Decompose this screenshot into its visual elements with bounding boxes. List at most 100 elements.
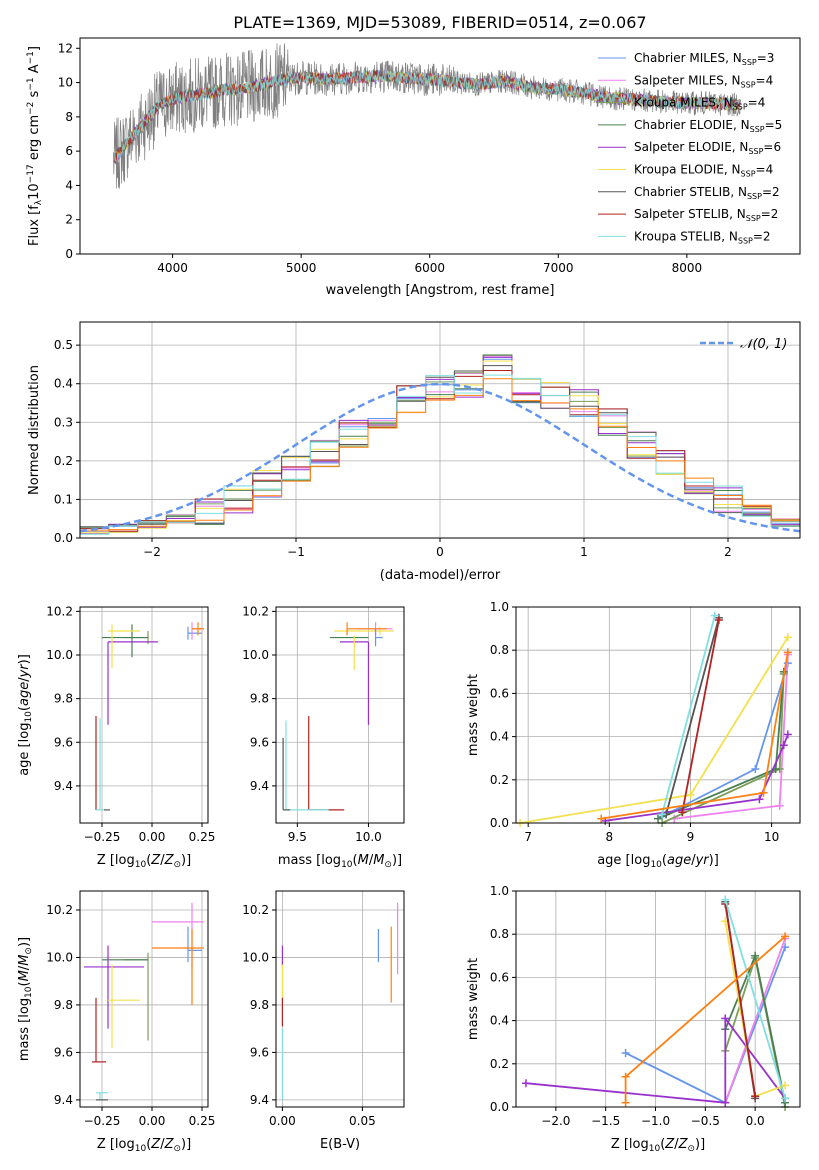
spectrum-xtick-label-4: 8000 <box>672 261 703 275</box>
age-vs-z-xtick-label-0: −0.25 <box>84 830 121 844</box>
spectrum-legend: Chabrier MILES, NSSP=3 Salpeter MILES, NS… <box>598 51 782 245</box>
residual-panel: −2 −1 0 1 2 0.0 0.1 0.2 0.3 0.4 0.5 (data-model)/e… <box>27 321 801 583</box>
massweight-vs-z-point-9-1 <box>621 1072 630 1081</box>
residual-histogram-9 <box>79 378 801 538</box>
age-vs-mass-errorbar-7 <box>308 716 345 811</box>
figure-title: PLATE=1369, MJD=53089, FIBERID=0514, z=0… <box>233 13 646 32</box>
residual-ytick-label-1: 0.1 <box>54 492 73 506</box>
age-vs-mass-xtick-label-1: 10.0 <box>355 830 382 844</box>
residual-xtick-label-2: 0 <box>436 545 444 559</box>
normal-distribution-curve <box>79 382 801 533</box>
spectrum-axes-frame <box>79 37 801 255</box>
residual-ytick-label-3: 0.3 <box>54 415 73 429</box>
spectrum-legend-label-4: Salpeter ELODIE, NSSP=6 <box>634 140 781 156</box>
residual-xtick-label-0: −2 <box>143 545 161 559</box>
age-vs-z-ylabel: age [log10(age/yr)] <box>17 654 34 776</box>
massweight-vs-z-axes-frame <box>515 890 801 1108</box>
mass-vs-z-panel: −0.25 0.00 0.25 9.4 9.6 9.8 10.0 10.2 Z [log10(… <box>17 890 216 1154</box>
massweight-vs-z-xtick-label-1: −1.5 <box>591 1114 620 1128</box>
massweight-vs-age-point-9-0 <box>597 814 606 823</box>
age-vs-z-ytick-label-0: 9.4 <box>54 779 73 793</box>
massweight-vs-age-point-4-3 <box>783 730 792 739</box>
age-vs-z-ytick-label-2: 9.8 <box>54 692 73 706</box>
massweight-vs-age-series-line-9 <box>601 652 789 820</box>
spectrum-ylabel-main: Flux [f <box>27 205 42 246</box>
mass-vs-z-axes-frame <box>79 890 209 1108</box>
massweight-vs-z-xtick-label-0: −2.0 <box>541 1114 570 1128</box>
massweight-vs-z-point-8-1 <box>781 1094 790 1103</box>
spectrum-panel: 4000 5000 6000 7000 8000 0 2 4 6 8 10 12 wavelength… <box>26 37 801 298</box>
massweight-vs-age-panel: 7 8 9 10 0.0 0.2 0.4 0.6 0.8 1.0 age [log10(age/y… <box>466 600 801 870</box>
massweight-vs-z-point-5-2 <box>781 1081 790 1090</box>
massweight-vs-age-point-7-0 <box>678 808 687 817</box>
mass-vs-z-errorbar-0 <box>124 952 149 1041</box>
massweight-vs-z-point-4-2 <box>721 1014 730 1023</box>
mass-vs-ebv-ytick-label-3: 10.0 <box>242 950 269 964</box>
massweight-vs-age-ytick-label-1: 0.2 <box>490 773 509 787</box>
spectrum-xtick-label-1: 5000 <box>286 261 317 275</box>
massweight-vs-age-series-line-8 <box>661 615 716 815</box>
spectrum-legend-label-3: Chabrier ELODIE, NSSP=5 <box>634 118 782 134</box>
age-vs-mass-ytick-label-0: 9.4 <box>250 779 269 793</box>
massweight-vs-age-xtick-label-1: 8 <box>605 830 613 844</box>
age-vs-z-errorbar-8 <box>96 718 104 811</box>
spectrum-legend-label-7: Salpeter STELIB, NSSP=2 <box>634 207 778 223</box>
spectrum-xlabel: wavelength [Angstrom, rest frame] <box>326 283 555 298</box>
massweight-vs-z-point-9-0 <box>621 1098 630 1107</box>
massweight-vs-z-point-3-1 <box>751 951 760 960</box>
mass-vs-z-xtick-label-0: −0.25 <box>84 1114 121 1128</box>
massweight-vs-z-point-4-1 <box>721 1098 730 1107</box>
massweight-vs-age-ytick-label-4: 0.8 <box>490 643 509 657</box>
age-vs-mass-ytick-label-3: 10.0 <box>242 648 269 662</box>
mass-vs-z-ytick-label-1: 9.6 <box>54 1045 73 1059</box>
model-spectrum-line-7 <box>114 70 741 163</box>
massweight-vs-z-ytick-label-0: 0.0 <box>490 1100 509 1114</box>
age-vs-z-errorbar-2 <box>107 641 158 725</box>
massweight-vs-z-point-8-0 <box>721 895 730 904</box>
massweight-vs-age-point-1-1 <box>775 801 784 810</box>
residual-ytick-label-0: 0.0 <box>54 531 73 545</box>
spectrum-ytick-label-2: 4 <box>65 178 73 192</box>
massweight-vs-z-series-line-1 <box>724 938 786 1104</box>
mass-vs-z-ylabel: mass [log10(M/M⊙)] <box>17 937 34 1061</box>
massweight-vs-z-ytick-label-1: 0.2 <box>490 1057 509 1071</box>
mass-vs-z-xtick-label-1: 0.00 <box>139 1114 166 1128</box>
massweight-vs-age-xtick-label-0: 7 <box>524 830 532 844</box>
massweight-vs-z-point-0-0 <box>621 1049 630 1057</box>
massweight-vs-age-point-9-2 <box>783 648 792 657</box>
age-vs-mass-errorbar-2 <box>346 622 387 636</box>
massweight-vs-age-point-5-1 <box>686 790 695 799</box>
mass-vs-z-xtick-label-2: 0.25 <box>189 1114 216 1128</box>
mass-vs-z-errorbar-5 <box>152 902 204 970</box>
residual-xlabel: (data-model)/error <box>380 568 501 583</box>
massweight-vs-z-point-7-1 <box>751 1092 760 1101</box>
spectrum-ytick-label-6: 12 <box>58 41 73 55</box>
spectrum-xtick-label-2: 6000 <box>414 261 445 275</box>
residual-xtick-label-1: −1 <box>287 545 305 559</box>
mass-vs-ebv-xtick-label-1: 0.05 <box>349 1114 376 1128</box>
residual-ytick-label-5: 0.5 <box>54 338 73 352</box>
massweight-vs-z-ytick-label-2: 0.4 <box>490 1014 509 1028</box>
age-vs-mass-axes-frame <box>275 606 405 824</box>
age-vs-mass-errorbar-8 <box>285 720 329 811</box>
spectrum-legend-label-1: Salpeter MILES, NSSP=4 <box>634 73 773 89</box>
age-vs-z-ytick-label-4: 10.2 <box>46 604 73 618</box>
mass-vs-z-errorbar-8 <box>96 1092 108 1100</box>
age-vs-z-ytick-label-1: 9.6 <box>54 735 73 749</box>
spectrum-ytick-label-0: 0 <box>65 247 73 261</box>
massweight-vs-z-ytick-label-4: 0.8 <box>490 927 509 941</box>
residual-xtick-label-3: 1 <box>580 545 588 559</box>
massweight-vs-age-point-8-0 <box>658 810 667 819</box>
age-vs-mass-ytick-label-1: 9.6 <box>250 735 269 749</box>
mass-vs-z-ytick-label-3: 10.0 <box>46 950 73 964</box>
mass-vs-ebv-ytick-label-4: 10.2 <box>242 903 269 917</box>
massweight-vs-z-ytick-label-3: 0.6 <box>490 970 509 984</box>
mass-vs-z-ytick-label-4: 10.2 <box>46 903 73 917</box>
massweight-vs-z-xtick-label-4: 0.0 <box>746 1114 765 1128</box>
massweight-vs-z-ytick-label-5: 1.0 <box>490 884 509 898</box>
massweight-vs-age-point-4-2 <box>779 741 788 750</box>
age-vs-mass-xlabel: mass [log10(M/M⊙)] <box>278 853 402 870</box>
age-vs-z-xtick-label-2: 0.25 <box>189 830 216 844</box>
age-vs-mass-xtick-label-0: 9.5 <box>288 830 307 844</box>
spectrum-ylabel: Flux [fλ10−17 erg cm−2 s−1 A−1] <box>26 46 44 246</box>
